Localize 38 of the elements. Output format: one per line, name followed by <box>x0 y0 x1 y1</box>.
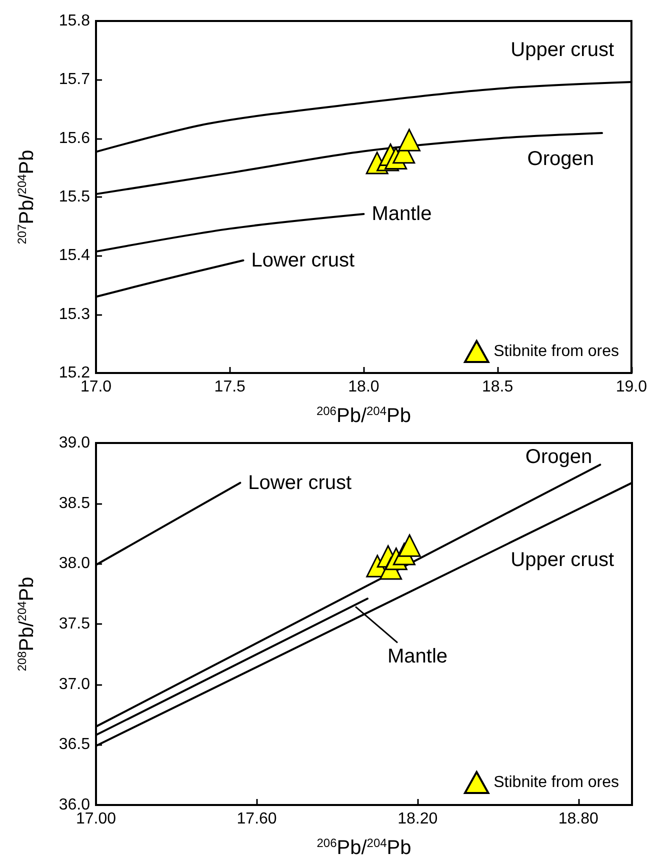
series-label: Orogen <box>525 446 592 468</box>
y-tick-label: 15.4 <box>58 247 90 264</box>
y-tick-label: 15.7 <box>58 71 90 88</box>
series-label: Mantle <box>372 203 432 226</box>
series-label: Upper crust <box>510 548 614 571</box>
x-tick-label: 17.60 <box>236 810 277 828</box>
y-tick-label: 15.8 <box>58 12 90 30</box>
x-tick-label: 19.0 <box>616 378 648 396</box>
text: Mantle <box>387 646 448 668</box>
y-tick-label: 36.0 <box>58 796 90 814</box>
point <box>398 128 420 152</box>
x-tick-label: 17.0 <box>80 378 112 396</box>
legend-label: Stibnite from ores <box>494 343 620 360</box>
x-tick-label: 18.5 <box>482 378 514 396</box>
y-tick-label: 38.0 <box>58 555 90 572</box>
y-tick-label: 15.6 <box>58 130 90 147</box>
y-tick-label: 36.5 <box>58 736 90 754</box>
series-label: Lower crust <box>248 472 352 494</box>
y-tick-label: 15.2 <box>58 364 90 382</box>
series-label: Lower crust <box>251 249 356 272</box>
y-tick-label: 37.0 <box>58 676 90 693</box>
y-tick-label: 39.0 <box>58 434 90 452</box>
x-tick-label: 18.20 <box>398 810 438 828</box>
series-label: Orogen <box>527 148 594 170</box>
line-series <box>95 132 603 196</box>
y-tick-label: 38.5 <box>58 494 90 512</box>
y-tick-label: 15.5 <box>58 188 90 206</box>
series-label: Upper crust <box>510 39 614 62</box>
point <box>398 534 421 557</box>
y-tick-label: 37.5 <box>58 616 90 632</box>
y-axis-title: 207Pb/204Pb <box>15 150 38 244</box>
y-axis-title: 208Pb/204Pb <box>15 576 38 672</box>
y-tick-label: 15.3 <box>58 306 90 323</box>
legend-label: Stibnite from ores <box>494 774 620 791</box>
x-tick-label: 18.0 <box>348 378 380 396</box>
x-tick-label: 17.5 <box>214 378 246 396</box>
x-tick-label: 18.80 <box>558 810 599 828</box>
x-tick-label: 17.00 <box>76 810 116 828</box>
